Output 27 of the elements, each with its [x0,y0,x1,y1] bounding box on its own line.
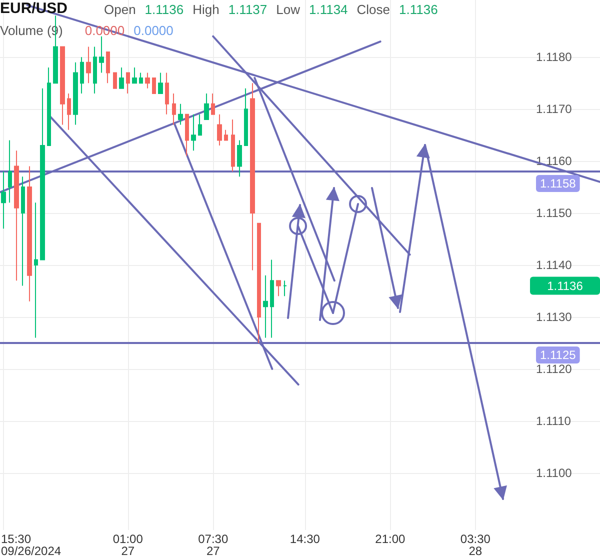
x-tick-label: 15:30 09/26/2024 [1,532,62,558]
annotation: 1.1136 [399,2,438,17]
ref-line-label: 1.1125 [540,348,576,362]
annotation: 0.0000 [134,23,174,38]
x-tick-label: 01:00 27 [112,532,144,558]
y-tick-label: 1.1160 [536,154,572,168]
ref-line-label: 1.1158 [540,176,576,190]
annotation: 1.1136 [144,2,184,17]
x-tick-label: 03:30 28 [460,532,491,558]
y-tick-label: 1.1140 [536,258,572,272]
x-tick-label: 07:30 27 [198,532,228,558]
annotation: 1.1136 [547,278,584,293]
y-tick-label: 1.1130 [536,310,572,324]
y-tick-label: 1.1150 [536,206,572,220]
annotation: Open [104,2,136,17]
annotation: High [192,2,220,17]
annotation: 1.1137 [228,2,268,17]
annotation: Close [356,2,390,17]
y-tick-label: 1.1110 [536,414,572,428]
y-tick-label: 1.1170 [536,102,572,116]
y-tick-label: 1.1100 [536,466,572,480]
y-tick-label: 1.1120 [536,362,572,376]
annotation: 1.1134 [308,2,348,17]
annotation: Low [276,2,301,17]
x-tick-label: 21:00 [375,532,406,546]
x-tick-label: 14:30 [290,532,320,546]
y-tick-label: 1.1180 [536,50,572,64]
